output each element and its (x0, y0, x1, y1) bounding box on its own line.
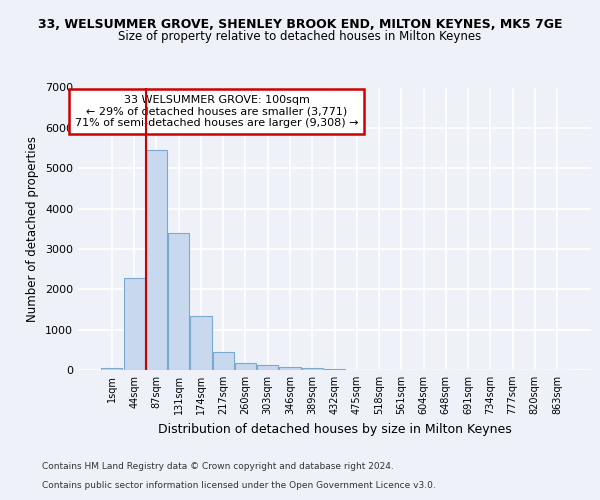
Text: 33 WELSUMMER GROVE: 100sqm
← 29% of detached houses are smaller (3,771)
71% of s: 33 WELSUMMER GROVE: 100sqm ← 29% of deta… (75, 95, 358, 128)
Text: 33, WELSUMMER GROVE, SHENLEY BROOK END, MILTON KEYNES, MK5 7GE: 33, WELSUMMER GROVE, SHENLEY BROOK END, … (38, 18, 562, 30)
Bar (190, 316, 212, 370)
Bar (124, 278, 145, 370)
Text: Size of property relative to detached houses in Milton Keynes: Size of property relative to detached ho… (118, 30, 482, 43)
Bar (235, 363, 256, 370)
Bar (302, 368, 323, 370)
Bar (212, 352, 234, 370)
Text: Contains public sector information licensed under the Open Government Licence v3: Contains public sector information licen… (42, 481, 436, 490)
Bar (280, 367, 301, 370)
Bar (257, 365, 278, 370)
X-axis label: Distribution of detached houses by size in Milton Keynes: Distribution of detached houses by size … (158, 422, 511, 436)
Bar (146, 150, 167, 370)
Bar (324, 369, 345, 370)
Text: Contains HM Land Registry data © Crown copyright and database right 2024.: Contains HM Land Registry data © Crown c… (42, 462, 394, 471)
Bar (168, 233, 189, 370)
Bar (101, 368, 122, 370)
Y-axis label: Number of detached properties: Number of detached properties (26, 136, 40, 322)
